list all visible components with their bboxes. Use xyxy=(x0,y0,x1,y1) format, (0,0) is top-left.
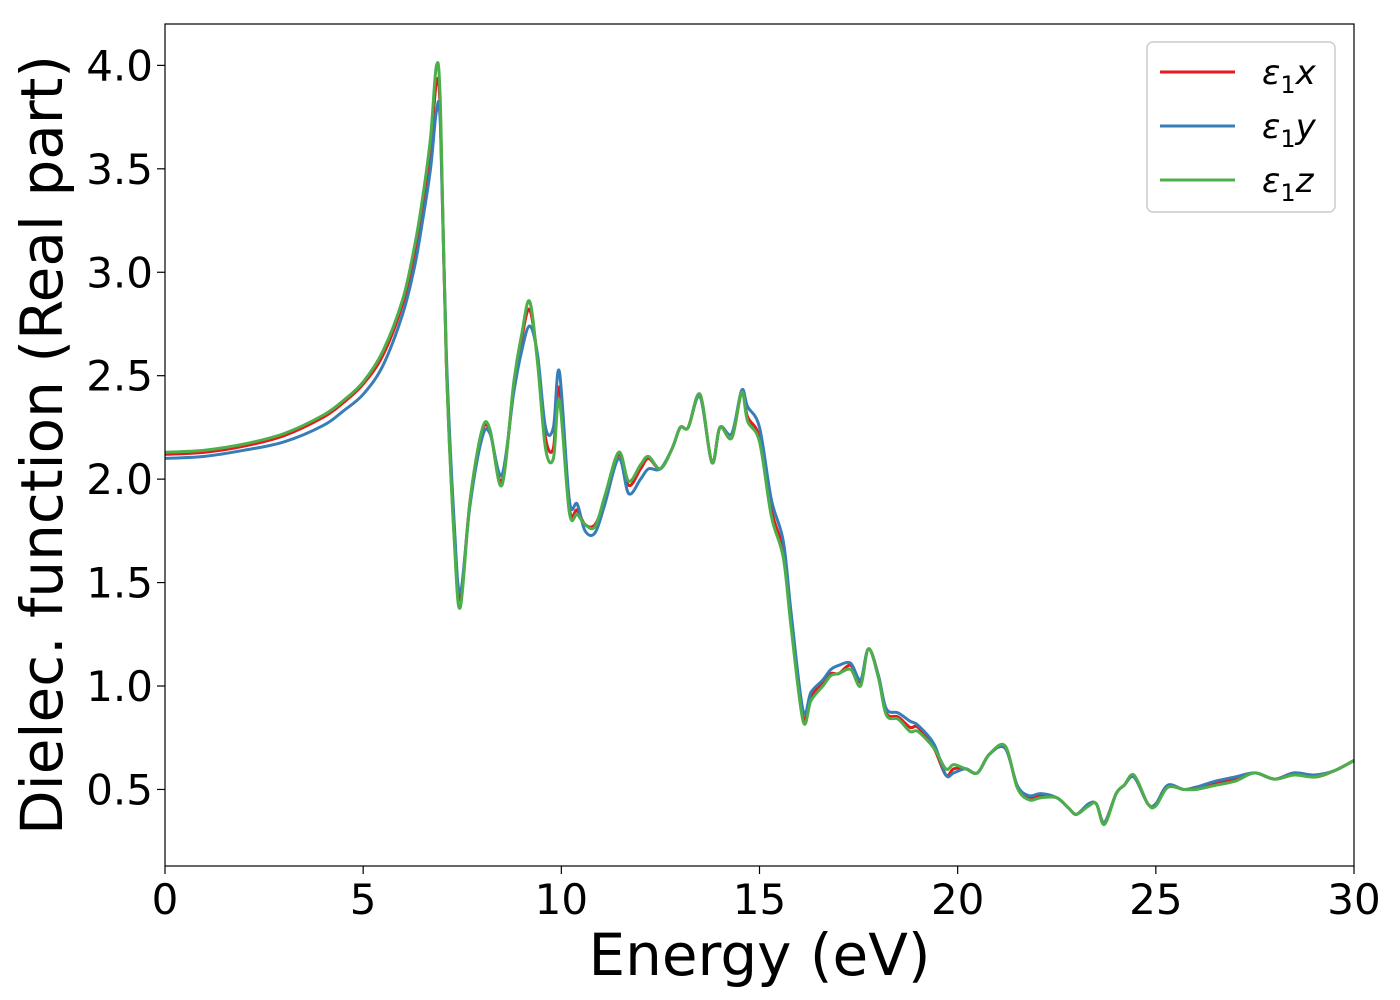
x-tick-label: 30 xyxy=(1327,875,1380,924)
y-tick-label: 1.5 xyxy=(86,559,153,608)
legend-subscript: 1 xyxy=(1280,71,1295,99)
y-tick-label: 1.0 xyxy=(86,662,153,711)
x-tick-label: 5 xyxy=(350,875,377,924)
y-axis-title: Dielec. function (Real part) xyxy=(8,55,76,835)
x-tick-label: 10 xyxy=(535,875,588,924)
legend-subscript: 1 xyxy=(1280,125,1295,153)
legend-subscript: 1 xyxy=(1280,179,1295,207)
y-tick-label: 0.5 xyxy=(86,765,153,814)
legend-epsilon: ε xyxy=(1262,107,1280,147)
plot-frame xyxy=(164,23,1355,867)
legend-component: y xyxy=(1295,107,1317,147)
x-tick-label: 20 xyxy=(931,875,984,924)
y-tick-label: 3.0 xyxy=(86,248,153,297)
legend-label-x: ε1x xyxy=(1262,53,1317,99)
x-tick-label: 25 xyxy=(1129,875,1182,924)
legend-epsilon: ε xyxy=(1262,53,1280,93)
legend-component: z xyxy=(1295,161,1315,201)
legend-component: x xyxy=(1295,53,1317,93)
series-lines xyxy=(164,61,1355,827)
y-tick-label: 2.0 xyxy=(86,455,153,504)
legend-label-z: ε1z xyxy=(1262,161,1315,207)
y-tick-label: 2.5 xyxy=(86,352,153,401)
x-tick-label: 15 xyxy=(733,875,786,924)
legend-box xyxy=(1146,41,1336,213)
y-tick-label: 3.5 xyxy=(86,145,153,194)
legend-epsilon: ε xyxy=(1262,161,1280,201)
x-tick-label: 0 xyxy=(152,875,179,924)
series-line-z xyxy=(164,61,1355,827)
legend-label-y: ε1y xyxy=(1262,107,1317,153)
ticks: 0 5 10 15 20 25 30 0.5 1.0 1.5 2.0 2.5 3.0 3.5 4.0 xyxy=(86,41,1381,924)
y-tick-label: 4.0 xyxy=(86,41,153,90)
x-axis-title: Energy (eV) xyxy=(588,921,930,989)
